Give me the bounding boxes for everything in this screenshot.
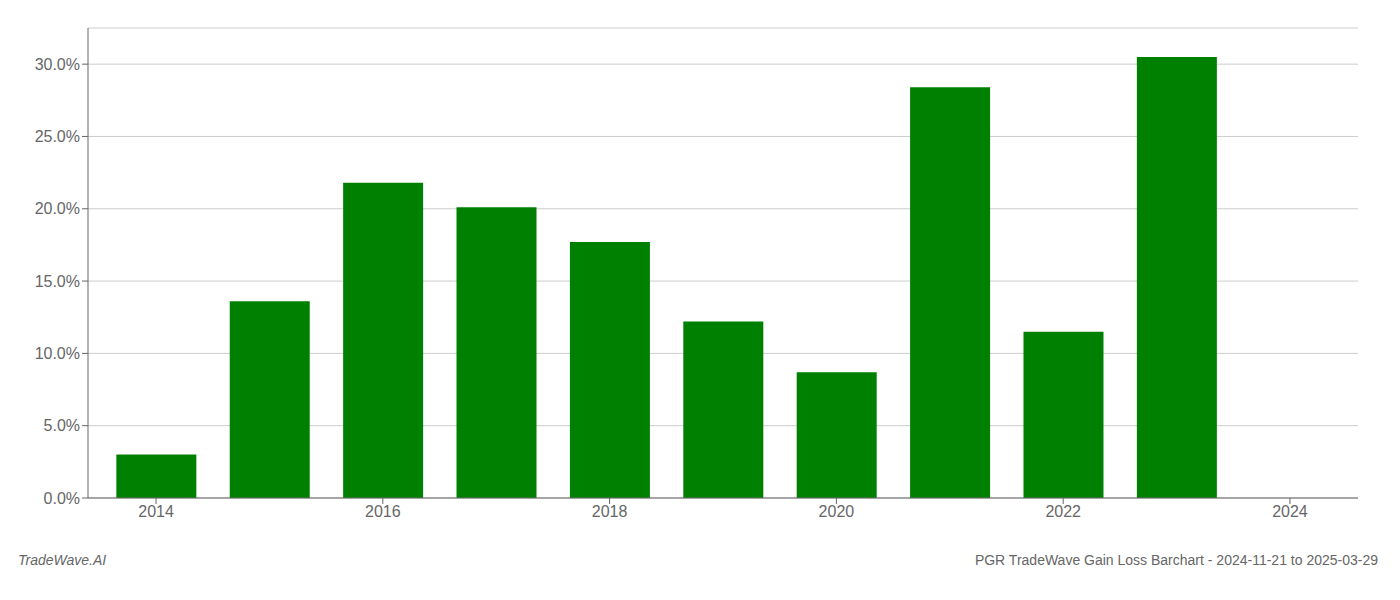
svg-text:2014: 2014 <box>138 503 174 520</box>
svg-text:25.0%: 25.0% <box>35 128 80 145</box>
svg-text:30.0%: 30.0% <box>35 56 80 73</box>
html-text:TradeWave.AI: TradeWave.AI <box>18 552 107 568</box>
svg-text:2016: 2016 <box>365 503 401 520</box>
svg-text:0.0%: 0.0% <box>44 490 80 507</box>
svg-text:2020: 2020 <box>819 503 855 520</box>
svg-text:10.0%: 10.0% <box>35 345 80 362</box>
svg-text:2022: 2022 <box>1045 503 1081 520</box>
svg-text:2024: 2024 <box>1272 503 1308 520</box>
svg-text:15.0%: 15.0% <box>35 273 80 290</box>
html-text:PGR TradeWave Gain Loss Barcha: PGR TradeWave Gain Loss Barchart - 2024-… <box>974 552 1378 568</box>
svg-text:5.0%: 5.0% <box>44 417 80 434</box>
svg-text:2018: 2018 <box>592 503 628 520</box>
svg-text:20.0%: 20.0% <box>35 200 80 217</box>
